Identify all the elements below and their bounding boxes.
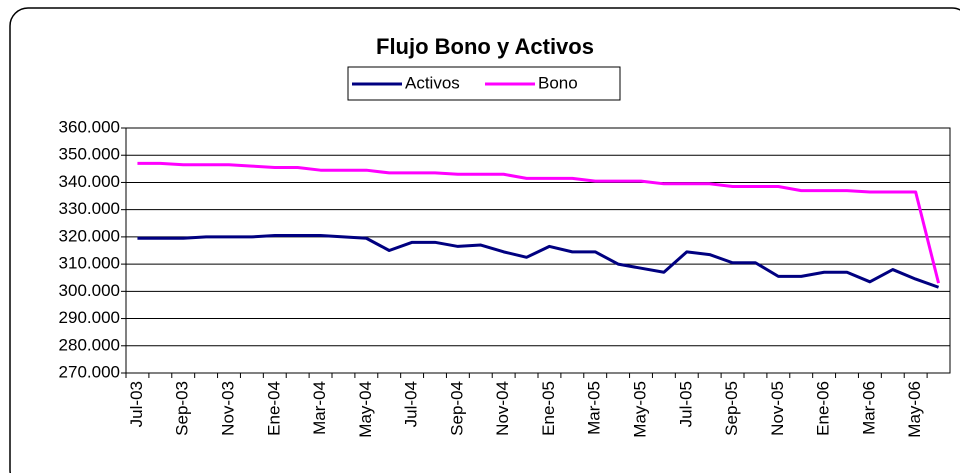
x-tick-label: Ene-06 bbox=[814, 381, 833, 436]
x-tick-label: Ene-04 bbox=[264, 381, 283, 436]
y-tick-label: 350.000 bbox=[59, 145, 120, 164]
series-line bbox=[137, 161, 941, 284]
x-tick-label: May-06 bbox=[905, 381, 924, 438]
legend-label: Activos bbox=[405, 73, 460, 92]
y-tick-label: 270.000 bbox=[59, 362, 120, 381]
y-tick-label: 310.000 bbox=[59, 254, 120, 273]
y-tick-label: 300.000 bbox=[59, 281, 120, 300]
series-line bbox=[137, 234, 940, 289]
x-tick-label: Jul-04 bbox=[402, 381, 421, 427]
x-tick-label: Mar-04 bbox=[310, 381, 329, 435]
x-tick-label: Jul-05 bbox=[676, 381, 695, 427]
x-tick-label: Jul-03 bbox=[127, 381, 146, 427]
x-tick-label: Sep-05 bbox=[722, 381, 741, 436]
y-tick-label: 360.000 bbox=[59, 117, 120, 136]
y-tick-label: 330.000 bbox=[59, 199, 120, 218]
y-tick-label: 340.000 bbox=[59, 172, 120, 191]
x-tick-label: May-05 bbox=[630, 381, 649, 438]
x-tick-label: Mar-06 bbox=[859, 381, 878, 435]
x-tick-label: Nov-03 bbox=[218, 381, 237, 436]
x-tick-label: Sep-04 bbox=[447, 381, 466, 436]
x-tick-label: Mar-05 bbox=[585, 381, 604, 435]
legend-label: Bono bbox=[538, 73, 578, 92]
x-tick-label: Nov-04 bbox=[493, 381, 512, 436]
y-tick-label: 280.000 bbox=[59, 335, 120, 354]
x-tick-label: May-04 bbox=[356, 381, 375, 438]
y-tick-label: 290.000 bbox=[59, 308, 120, 327]
x-tick-label: Ene-05 bbox=[539, 381, 558, 436]
chart-title: Flujo Bono y Activos bbox=[376, 34, 594, 59]
x-tick-label: Sep-03 bbox=[173, 381, 192, 436]
x-tick-label: Nov-05 bbox=[768, 381, 787, 436]
y-tick-label: 320.000 bbox=[59, 226, 120, 245]
legend-box bbox=[347, 66, 621, 101]
